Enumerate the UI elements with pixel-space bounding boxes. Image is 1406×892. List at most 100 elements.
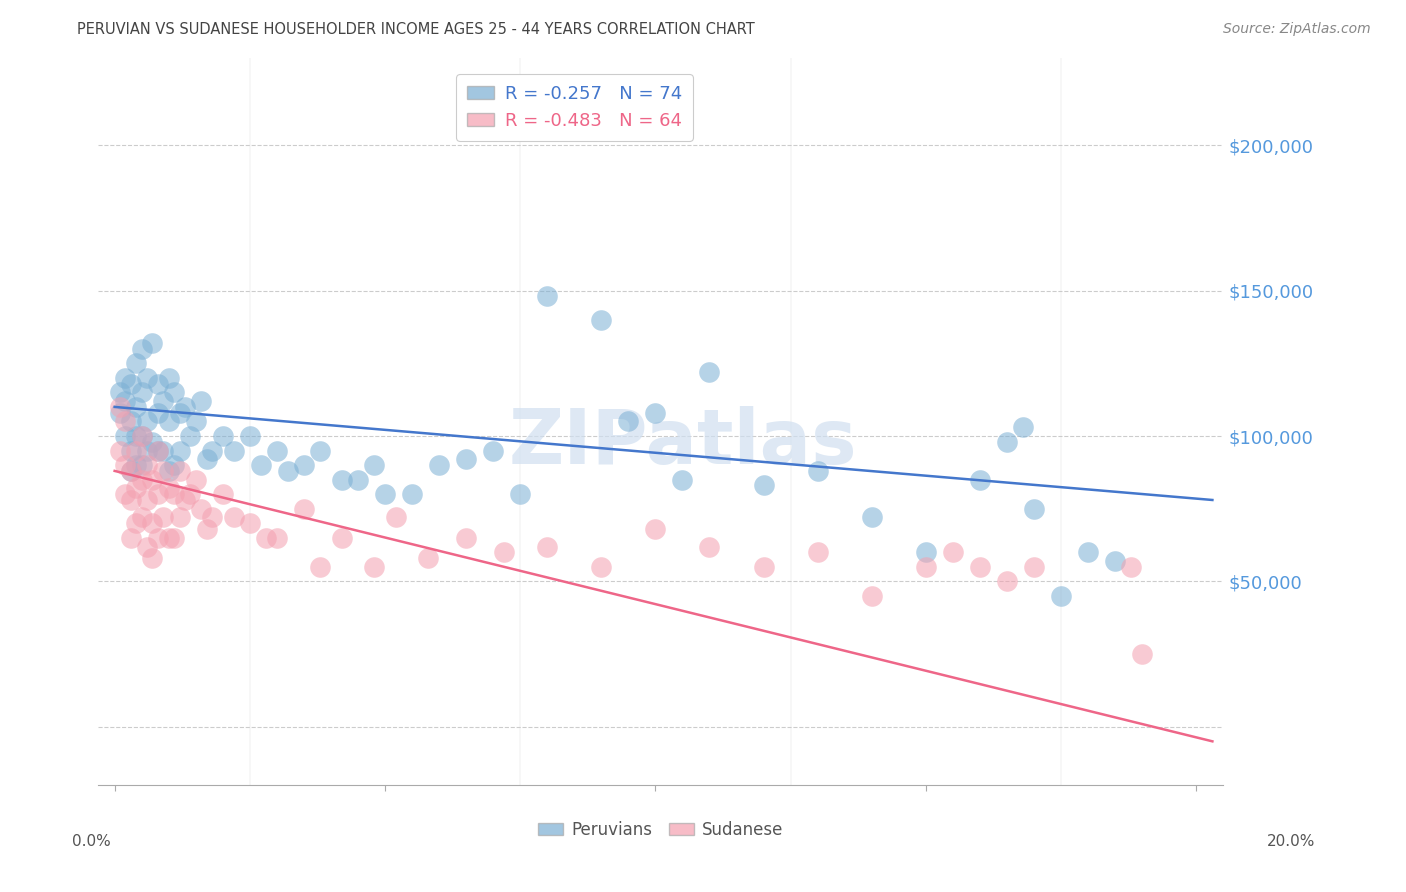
Point xyxy=(136,493,159,508)
Point xyxy=(190,394,212,409)
Point xyxy=(644,522,666,536)
Point xyxy=(125,429,148,443)
Point xyxy=(222,443,245,458)
Point xyxy=(125,356,148,370)
Point xyxy=(163,487,186,501)
Point xyxy=(699,540,721,554)
Point xyxy=(492,545,515,559)
Point xyxy=(1050,589,1073,603)
Point xyxy=(995,434,1018,449)
Point xyxy=(995,574,1018,589)
Point xyxy=(114,487,136,501)
Point xyxy=(146,487,169,501)
Point xyxy=(108,406,131,420)
Point xyxy=(309,560,332,574)
Point xyxy=(131,342,153,356)
Point xyxy=(482,443,505,458)
Point xyxy=(536,540,558,554)
Point xyxy=(108,400,131,414)
Point xyxy=(120,464,142,478)
Point xyxy=(914,560,936,574)
Point xyxy=(266,443,288,458)
Point xyxy=(146,531,169,545)
Point xyxy=(157,414,180,428)
Point xyxy=(131,458,153,472)
Point xyxy=(509,487,531,501)
Point xyxy=(254,531,277,545)
Point xyxy=(1121,560,1143,574)
Point xyxy=(141,335,163,350)
Point xyxy=(671,473,693,487)
Point xyxy=(184,473,207,487)
Point xyxy=(169,406,191,420)
Point xyxy=(969,560,991,574)
Point xyxy=(141,434,163,449)
Point xyxy=(163,385,186,400)
Point xyxy=(146,443,169,458)
Point xyxy=(969,473,991,487)
Point xyxy=(239,429,262,443)
Point xyxy=(179,487,201,501)
Point xyxy=(120,414,142,428)
Point xyxy=(292,501,315,516)
Point xyxy=(184,414,207,428)
Point xyxy=(374,487,396,501)
Point xyxy=(163,458,186,472)
Point xyxy=(195,452,218,467)
Point xyxy=(363,458,385,472)
Point xyxy=(120,443,142,458)
Point xyxy=(1104,554,1126,568)
Point xyxy=(239,516,262,531)
Point xyxy=(131,510,153,524)
Point xyxy=(152,394,174,409)
Point xyxy=(114,429,136,443)
Point xyxy=(363,560,385,574)
Point xyxy=(174,493,197,508)
Point xyxy=(125,516,148,531)
Point xyxy=(157,531,180,545)
Point xyxy=(163,531,186,545)
Point xyxy=(174,400,197,414)
Point xyxy=(114,371,136,385)
Point xyxy=(201,510,224,524)
Point xyxy=(169,510,191,524)
Point xyxy=(807,545,830,559)
Point xyxy=(266,531,288,545)
Point xyxy=(131,473,153,487)
Text: Source: ZipAtlas.com: Source: ZipAtlas.com xyxy=(1223,22,1371,37)
Point xyxy=(309,443,332,458)
Legend: Peruvians, Sudanese: Peruvians, Sudanese xyxy=(531,814,790,846)
Point xyxy=(1130,647,1153,661)
Point xyxy=(699,365,721,379)
Point xyxy=(536,289,558,303)
Point xyxy=(131,385,153,400)
Point xyxy=(114,414,136,428)
Point xyxy=(807,464,830,478)
Point xyxy=(157,371,180,385)
Point xyxy=(211,487,233,501)
Point xyxy=(617,414,640,428)
Point xyxy=(752,478,775,492)
Point xyxy=(942,545,965,559)
Point xyxy=(136,371,159,385)
Point xyxy=(1077,545,1099,559)
Point xyxy=(120,464,142,478)
Point xyxy=(152,510,174,524)
Point xyxy=(418,551,440,566)
Point xyxy=(136,443,159,458)
Point xyxy=(222,510,245,524)
Point xyxy=(152,443,174,458)
Point xyxy=(330,531,353,545)
Point xyxy=(277,464,299,478)
Point xyxy=(169,443,191,458)
Point xyxy=(644,406,666,420)
Point xyxy=(120,376,142,391)
Point xyxy=(108,385,131,400)
Text: PERUVIAN VS SUDANESE HOUSEHOLDER INCOME AGES 25 - 44 YEARS CORRELATION CHART: PERUVIAN VS SUDANESE HOUSEHOLDER INCOME … xyxy=(77,22,755,37)
Point xyxy=(330,473,353,487)
Point xyxy=(752,560,775,574)
Point xyxy=(456,531,478,545)
Point xyxy=(1022,560,1045,574)
Point xyxy=(141,473,163,487)
Point xyxy=(591,560,613,574)
